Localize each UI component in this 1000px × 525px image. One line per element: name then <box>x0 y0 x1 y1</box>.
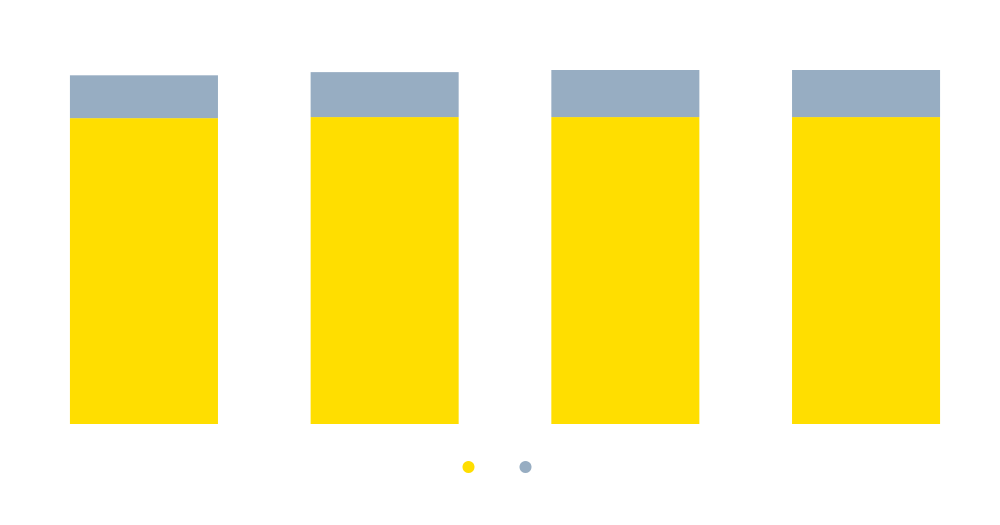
bar-segment <box>310 117 459 424</box>
bar-segment <box>551 117 700 424</box>
bar-segment <box>310 72 459 118</box>
bar-segment <box>551 70 700 118</box>
bar-segment <box>792 117 941 424</box>
bar-segment <box>69 75 218 119</box>
legend-marker <box>462 461 475 473</box>
legend-marker <box>519 461 532 473</box>
bar-segment <box>69 118 218 425</box>
bar-segment <box>792 70 941 118</box>
